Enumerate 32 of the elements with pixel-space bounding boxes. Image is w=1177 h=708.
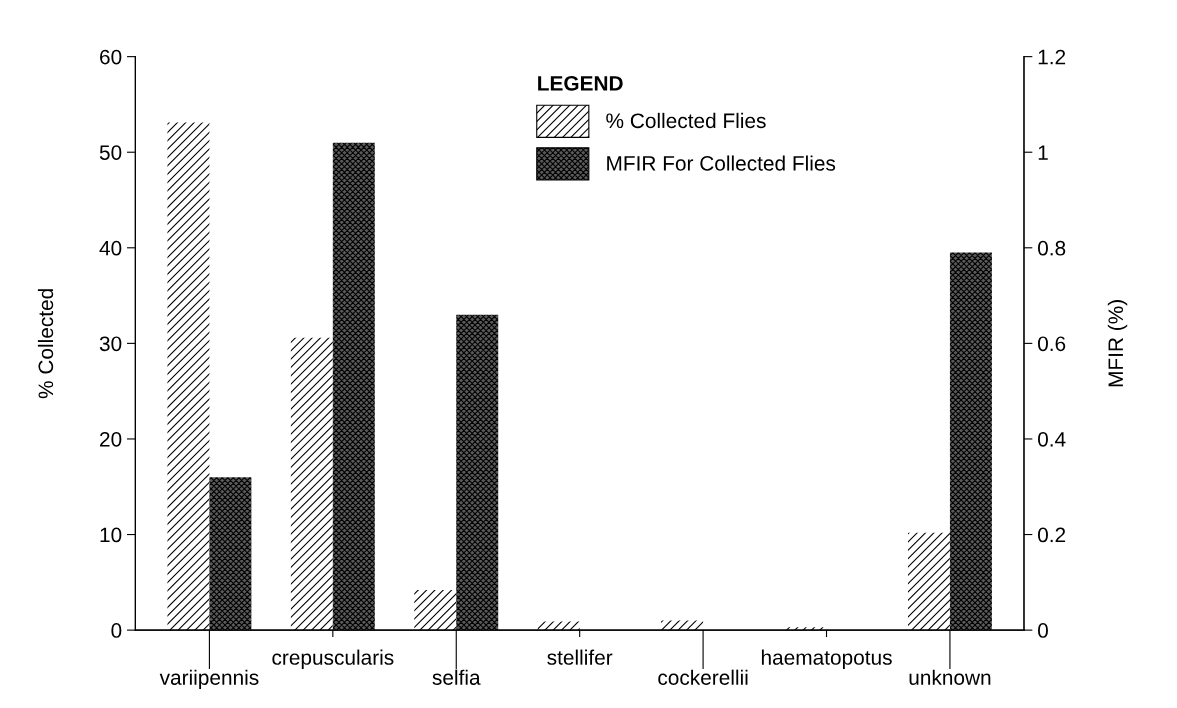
y-tick-label: 60 — [100, 49, 122, 65]
x-tick-label: crepuscularis — [272, 649, 394, 669]
y2-tick-label: 0.8 — [1038, 240, 1066, 256]
x-tick-label: selfia — [432, 669, 481, 685]
y-tick-label: 10 — [100, 527, 122, 543]
y-axis-title: % Collected — [37, 289, 54, 399]
x-tick-label: unknown — [909, 669, 991, 685]
x-tick-label: stellifer — [547, 649, 613, 665]
y-tick-label: 40 — [99, 240, 122, 256]
y-tick-label: 30 — [99, 336, 122, 352]
bar — [949, 252, 992, 631]
y2-tick-label: 1.2 — [1038, 49, 1066, 65]
y-tick-label: 20 — [100, 431, 122, 447]
legend-label: % Collected Flies — [606, 112, 766, 129]
y2-axis-title: MFIR (%) — [1107, 300, 1128, 387]
bar — [414, 589, 457, 631]
legend-label: MFIR For Collected Flies — [607, 155, 836, 171]
x-tick-label: variipennis — [159, 669, 259, 690]
y-tick-label: 50 — [99, 145, 122, 160]
y-tick-label: 0 — [111, 623, 122, 638]
y2-tick-label: 0.4 — [1038, 431, 1066, 447]
y2-tick-label: 0.6 — [1038, 336, 1066, 352]
bar — [209, 477, 252, 631]
y2-tick-label: 0 — [1038, 623, 1048, 638]
bar — [456, 314, 499, 631]
y2-tick-label: 1 — [1038, 145, 1048, 160]
bar — [167, 122, 210, 631]
bar — [907, 532, 950, 631]
x-tick-label: haematopotus — [761, 649, 892, 669]
x-tick-label: cockerellii — [658, 669, 748, 685]
legend-title: LEGEND — [538, 75, 623, 91]
y2-tick-label: 0.2 — [1038, 527, 1066, 543]
